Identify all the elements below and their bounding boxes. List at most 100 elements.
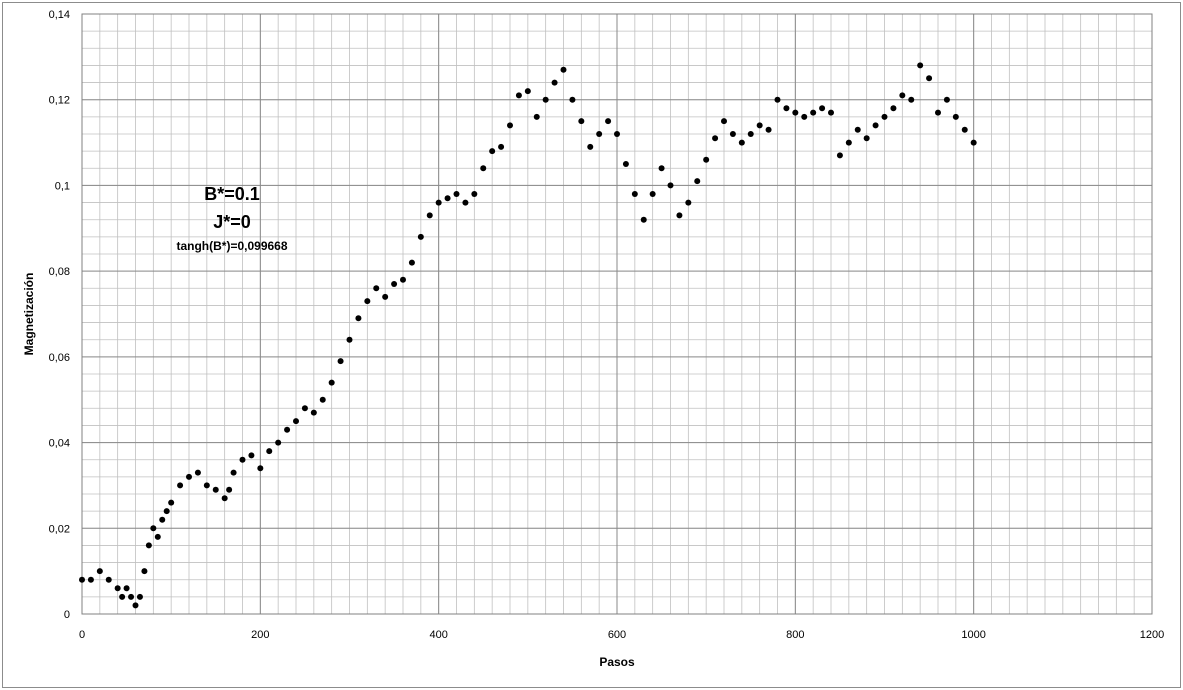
data-point xyxy=(453,191,460,197)
data-point xyxy=(943,96,950,103)
data-point xyxy=(845,139,852,146)
data-point xyxy=(328,379,335,386)
data-point xyxy=(87,576,94,583)
data-point xyxy=(128,593,135,600)
x-tick-label: 600 xyxy=(608,629,626,641)
data-point xyxy=(141,568,148,575)
data-point xyxy=(881,113,888,120)
data-point xyxy=(391,281,398,287)
data-point xyxy=(123,585,130,592)
data-point xyxy=(747,131,754,137)
data-points xyxy=(79,62,977,609)
data-point xyxy=(560,66,567,73)
x-axis-title: Pasos xyxy=(599,655,635,669)
data-point xyxy=(926,75,933,82)
annotation-j-value: J*=0 xyxy=(213,212,251,232)
y-tick-label: 0,14 xyxy=(49,9,70,21)
y-tick-label: 0,1 xyxy=(55,180,70,192)
y-tick-label: 0,06 xyxy=(49,352,70,364)
y-tick-label: 0,04 xyxy=(49,438,70,450)
data-point xyxy=(105,576,112,583)
x-tick-label: 200 xyxy=(251,629,269,641)
data-point xyxy=(159,516,166,523)
data-point xyxy=(863,135,870,142)
data-point xyxy=(685,199,692,206)
data-point xyxy=(614,131,620,137)
data-point xyxy=(970,139,977,146)
data-point xyxy=(310,409,317,416)
data-point xyxy=(226,486,233,493)
data-point xyxy=(667,182,674,189)
data-point xyxy=(961,126,968,133)
data-point xyxy=(408,259,415,266)
y-tick-label: 0,08 xyxy=(49,266,70,278)
data-point xyxy=(364,298,371,305)
data-point xyxy=(765,126,772,133)
data-point xyxy=(145,542,152,549)
data-point xyxy=(417,233,424,240)
x-tick-label: 800 xyxy=(786,629,804,641)
data-point xyxy=(79,576,85,583)
data-point xyxy=(212,486,219,493)
data-point xyxy=(136,593,143,600)
y-axis-title: Magnetización xyxy=(22,273,36,356)
data-point xyxy=(676,212,683,219)
data-point xyxy=(542,96,549,103)
data-point xyxy=(132,602,139,609)
data-point xyxy=(622,161,629,167)
data-point xyxy=(578,118,585,125)
annotation-tangh: tangh(B*)=0,099668 xyxy=(176,239,287,253)
data-point xyxy=(239,456,246,463)
data-point xyxy=(587,143,594,150)
data-point xyxy=(605,118,612,125)
data-point xyxy=(284,426,291,433)
data-point xyxy=(186,473,192,480)
data-point xyxy=(569,96,576,103)
data-point xyxy=(890,105,897,112)
data-point xyxy=(480,165,487,172)
x-tick-label: 0 xyxy=(79,629,85,641)
data-point xyxy=(703,156,710,163)
data-point xyxy=(596,131,603,137)
data-point xyxy=(498,143,505,150)
data-point xyxy=(952,113,959,120)
data-point xyxy=(836,152,843,159)
data-point xyxy=(631,191,638,197)
data-point xyxy=(694,178,701,185)
data-point xyxy=(194,469,201,476)
annotation-b-value: B*=0.1 xyxy=(204,184,260,204)
data-point xyxy=(426,212,433,219)
data-point xyxy=(177,482,184,489)
data-point xyxy=(346,336,353,343)
data-point xyxy=(275,439,282,446)
data-point xyxy=(810,109,817,116)
data-point xyxy=(533,113,540,120)
data-point xyxy=(515,92,522,99)
data-point xyxy=(917,62,924,69)
data-point xyxy=(507,122,513,129)
data-point xyxy=(373,285,380,292)
data-point xyxy=(774,96,781,103)
data-point xyxy=(854,126,861,133)
data-point xyxy=(301,405,308,412)
data-point xyxy=(337,358,344,365)
data-point xyxy=(738,139,745,146)
data-point xyxy=(266,448,273,455)
y-tick-label: 0 xyxy=(64,609,70,621)
data-point xyxy=(828,109,834,116)
y-tick-label: 0,12 xyxy=(49,95,70,107)
x-tick-labels: 0 200 400 600 800 1000 1200 xyxy=(79,629,1164,641)
data-point xyxy=(114,585,121,592)
data-point xyxy=(400,276,406,283)
data-point xyxy=(257,465,264,472)
data-point xyxy=(168,499,175,506)
data-point xyxy=(658,165,665,172)
x-tick-label: 400 xyxy=(429,629,447,641)
data-point xyxy=(899,92,906,99)
data-point xyxy=(119,593,126,600)
data-point xyxy=(293,418,299,425)
data-point xyxy=(248,452,255,459)
data-point xyxy=(382,293,389,300)
data-point xyxy=(908,96,915,103)
